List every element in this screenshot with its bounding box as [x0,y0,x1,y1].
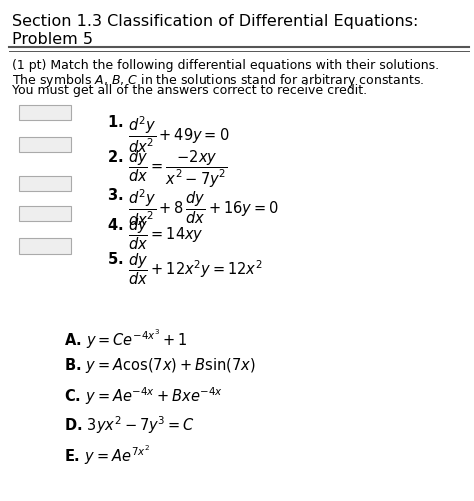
Text: You must get all of the answers correct to receive credit.: You must get all of the answers correct … [12,84,367,97]
FancyBboxPatch shape [19,206,71,221]
Text: $\mathbf{D.}\,3yx^{2} - 7y^{3} = C$: $\mathbf{D.}\,3yx^{2} - 7y^{3} = C$ [64,414,195,435]
Text: $\mathbf{4.}$: $\mathbf{4.}$ [107,216,123,232]
Text: $\mathbf{1.}$: $\mathbf{1.}$ [107,114,123,130]
Text: $\dfrac{dy}{dx} = \dfrac{-2xy}{x^{2} - 7y^{2}}$: $\dfrac{dy}{dx} = \dfrac{-2xy}{x^{2} - 7… [128,148,228,189]
Text: (1 pt) Match the following differential equations with their solutions.: (1 pt) Match the following differential … [12,59,439,72]
Text: $\mathbf{2.}$: $\mathbf{2.}$ [107,148,123,164]
Text: $\mathbf{B.}\,y = A\cos(7x) + B\sin(7x)$: $\mathbf{B.}\,y = A\cos(7x) + B\sin(7x)$ [64,356,255,375]
Text: $\mathbf{C.}\,y = Ae^{-4x} + Bxe^{-4x}$: $\mathbf{C.}\,y = Ae^{-4x} + Bxe^{-4x}$ [64,385,223,406]
Text: $\dfrac{dy}{dx} + 12x^{2}y = 12x^{2}$: $\dfrac{dy}{dx} + 12x^{2}y = 12x^{2}$ [128,250,263,286]
Text: The symbols $A$, $B$, $C$ in the solutions stand for arbitrary constants.: The symbols $A$, $B$, $C$ in the solutio… [12,72,424,89]
Text: $\mathbf{E.}\,y = Ae^{7x^{2}}$: $\mathbf{E.}\,y = Ae^{7x^{2}}$ [64,443,150,466]
Text: $\dfrac{dy}{dx} = 14xy$: $\dfrac{dy}{dx} = 14xy$ [128,216,204,252]
FancyBboxPatch shape [19,239,71,254]
FancyBboxPatch shape [19,138,71,153]
Text: Section 1.3 Classification of Differential Equations:: Section 1.3 Classification of Differenti… [12,14,418,29]
FancyBboxPatch shape [19,106,71,121]
Text: $\dfrac{d^{2}y}{dx^{2}} + 8\,\dfrac{dy}{dx} + 16y = 0$: $\dfrac{d^{2}y}{dx^{2}} + 8\,\dfrac{dy}{… [128,186,279,227]
Text: $\mathbf{3.}$: $\mathbf{3.}$ [107,186,123,202]
Text: $\mathbf{A.}\,y = Ce^{-4x^{3}} + 1$: $\mathbf{A.}\,y = Ce^{-4x^{3}} + 1$ [64,327,187,350]
Text: $\dfrac{d^{2}y}{dx^{2}} + 49y = 0$: $\dfrac{d^{2}y}{dx^{2}} + 49y = 0$ [128,114,229,155]
FancyBboxPatch shape [19,177,71,192]
Text: $\mathbf{5.}$: $\mathbf{5.}$ [107,250,123,267]
Text: Problem 5: Problem 5 [12,32,93,47]
